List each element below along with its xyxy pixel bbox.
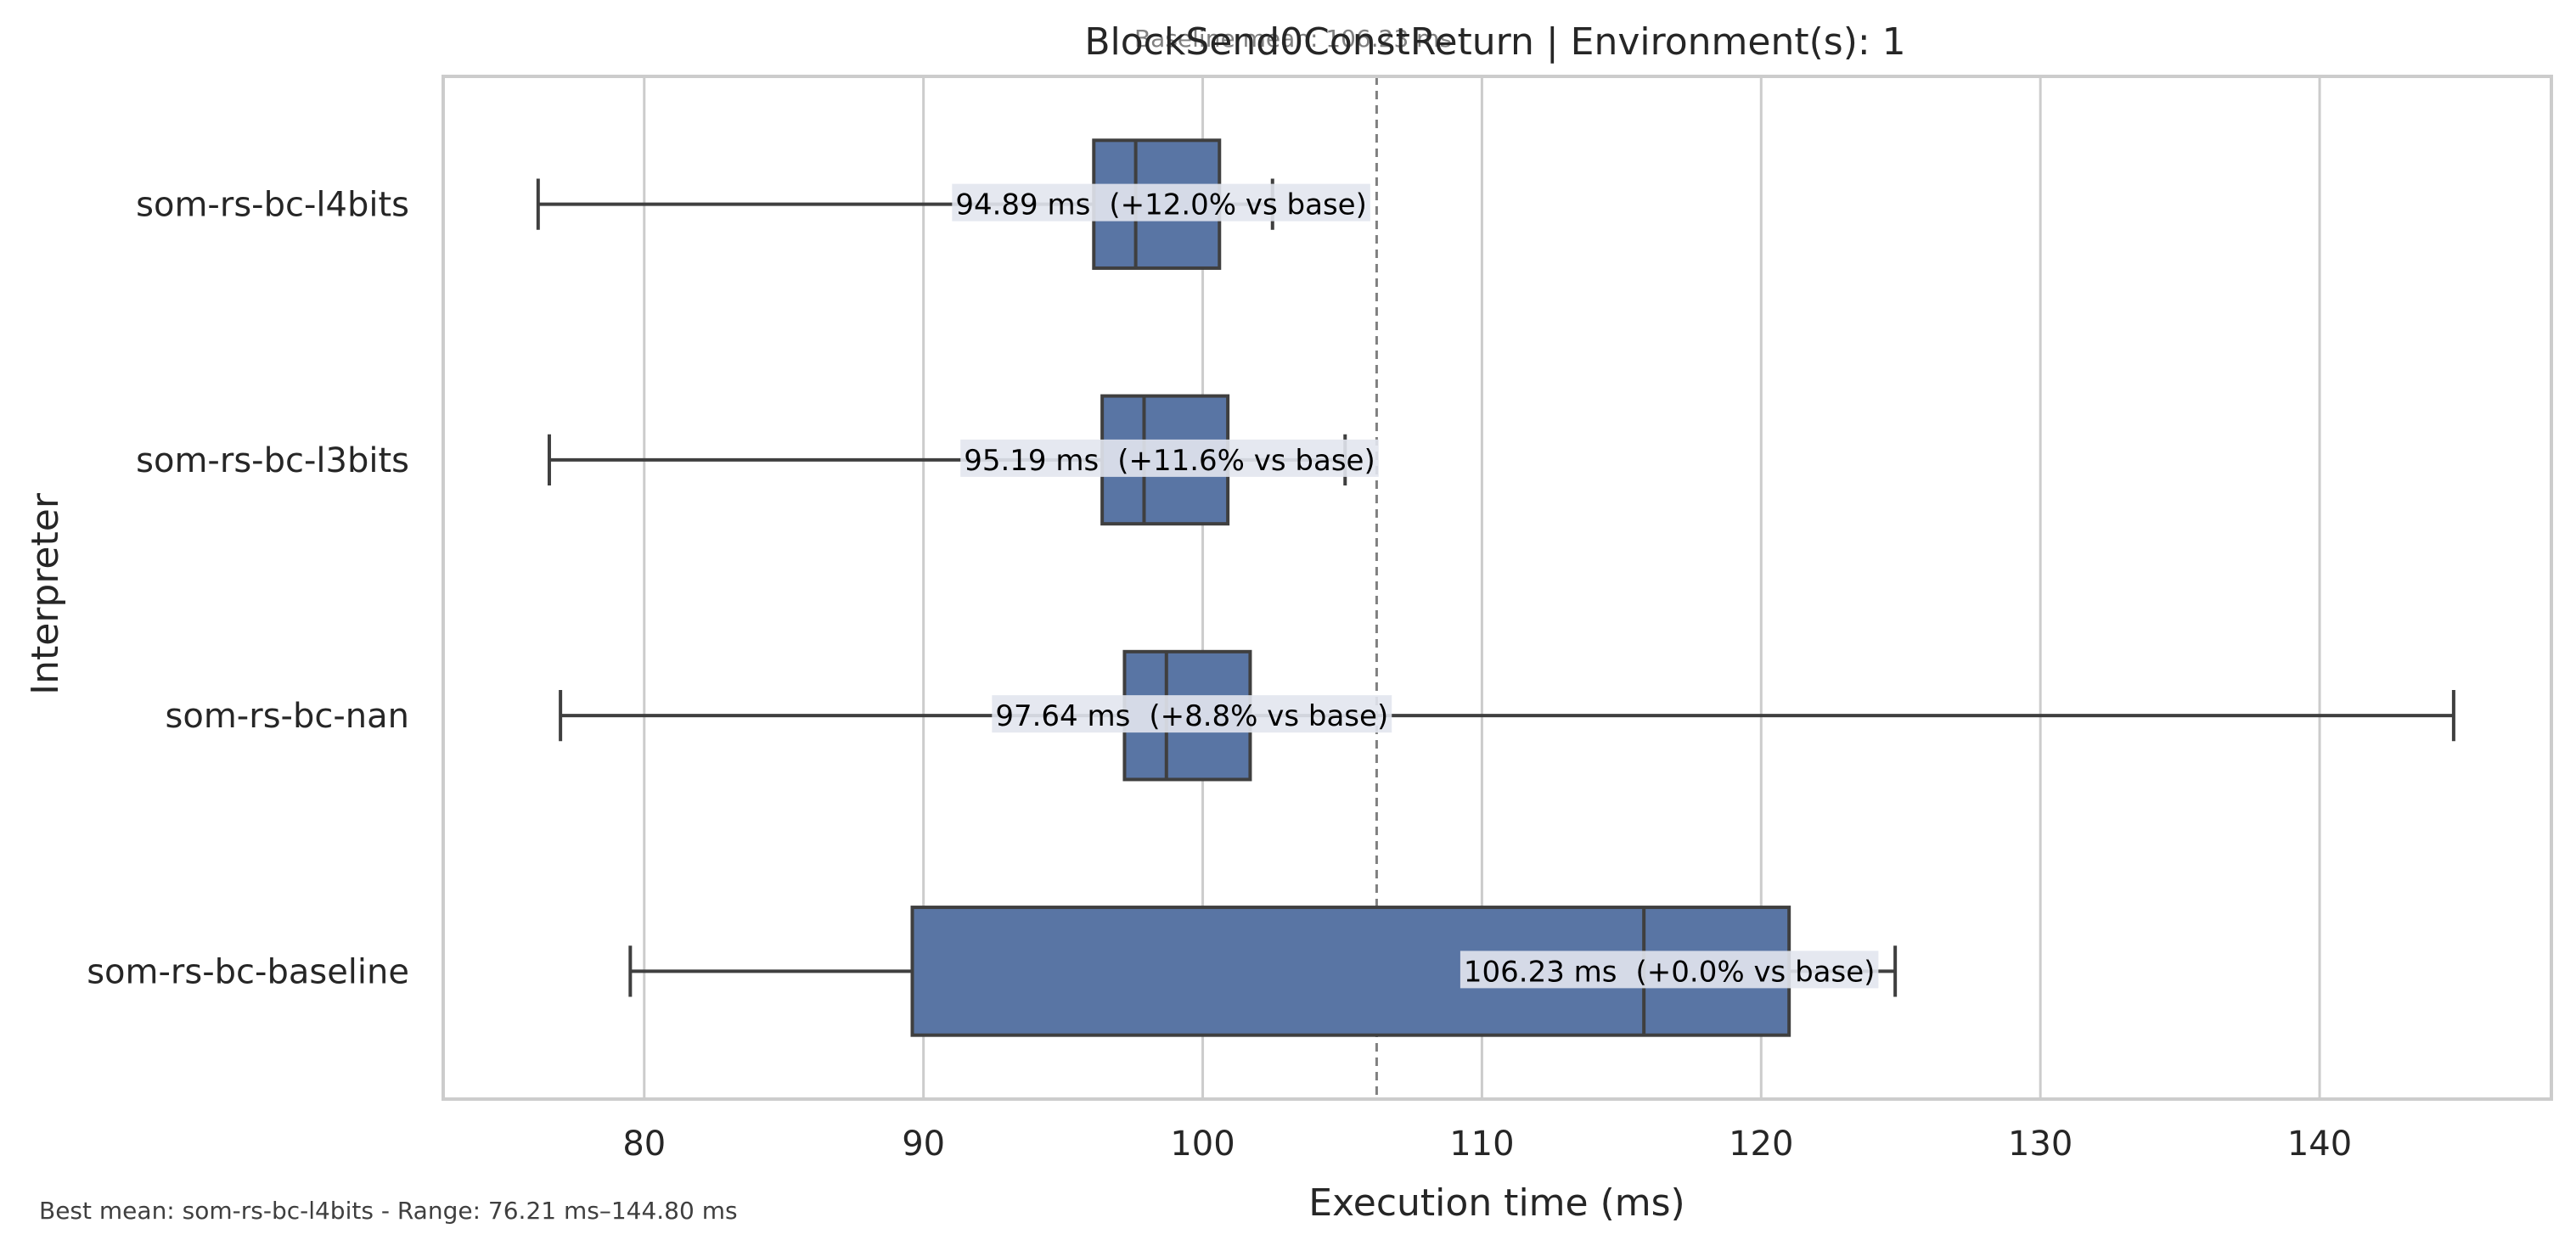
mean-annotation: 106.23 ms (+0.0% vs base)	[1460, 951, 1879, 989]
mean-pct-label: (+12.0% vs base)	[1109, 188, 1367, 222]
y-tick-label: som-rs-bc-baseline	[87, 952, 409, 991]
y-tick-label: som-rs-bc-l4bits	[136, 186, 409, 225]
mean-label-background	[992, 695, 1392, 733]
x-tick-labels: 80 90 100 110 120 130 140	[622, 1125, 2352, 1164]
mean-value-label: 106.23 ms	[1464, 955, 1617, 989]
x-tick-label: 110	[1449, 1125, 1514, 1164]
chart-title: BlockSend0ConstReturn | Environment(s): …	[1084, 20, 1905, 64]
y-tick-label: som-rs-bc-l3bits	[136, 441, 409, 480]
mean-value-label: 94.89 ms	[955, 188, 1090, 222]
mean-value-label: 95.19 ms	[964, 444, 1099, 478]
mean-pct-label: (+0.0% vs base)	[1636, 955, 1876, 989]
y-axis-label: Interpreter	[24, 492, 67, 695]
x-tick-label: 100	[1170, 1125, 1235, 1164]
plot-frame	[442, 75, 2553, 1101]
x-tick-label: 120	[1729, 1125, 1793, 1164]
mean-annotation: 94.89 ms (+12.0% vs base)	[952, 183, 1370, 222]
mean-value-label: 97.64 ms	[995, 699, 1130, 733]
x-tick-label: 140	[2287, 1125, 2352, 1164]
footer-note: Best mean: som-rs-bc-l4bits - Range: 76.…	[39, 1197, 738, 1225]
x-tick-label: 80	[622, 1125, 666, 1164]
mean-label-background	[960, 439, 1379, 477]
y-tick-label: som-rs-bc-nan	[166, 697, 409, 736]
mean-annotation: 97.64 ms (+8.8% vs base)	[992, 695, 1392, 733]
x-tick-label: 90	[902, 1125, 945, 1164]
y-tick-labels: som-rs-bc-l4bits som-rs-bc-l3bits som-rs-b…	[87, 186, 409, 992]
x-axis-label: Execution time (ms)	[1308, 1181, 1685, 1225]
x-tick-label: 130	[2008, 1125, 2073, 1164]
mean-labels: 94.89 ms (+12.0% vs base) 95.19 ms (+11.6% …	[952, 183, 1879, 989]
mean-label-background	[952, 183, 1370, 222]
mean-label-background	[1460, 951, 1879, 989]
mean-annotation: 95.19 ms (+11.6% vs base)	[960, 439, 1379, 478]
chart-subtitle: Baseline mean: 106.23 ms	[1134, 25, 1452, 53]
mean-pct-label: (+11.6% vs base)	[1117, 444, 1375, 478]
mean-pct-label: (+8.8% vs base)	[1149, 699, 1388, 733]
